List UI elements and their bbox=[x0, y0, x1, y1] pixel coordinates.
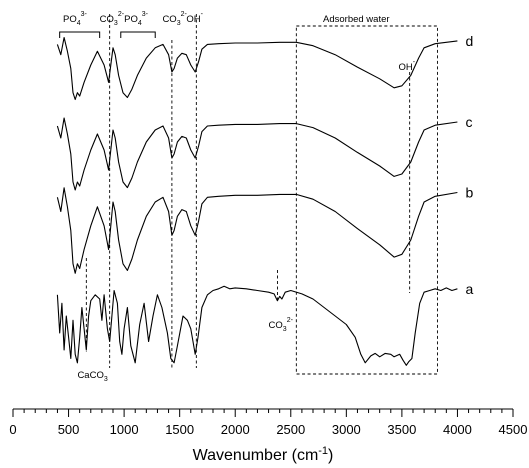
series-label-a: a bbox=[465, 281, 473, 297]
annotation-co3_mid: CO32- bbox=[162, 11, 187, 27]
annotation-co3_top: CO32- bbox=[100, 11, 125, 27]
x-tick-label: 500 bbox=[58, 422, 80, 437]
series-line-c bbox=[56, 117, 458, 191]
annotation-po4_right: PO43- bbox=[124, 11, 149, 27]
x-tick-label: 1500 bbox=[165, 422, 194, 437]
band-annotations: PO43- CO32- PO43- CO32- OH- Adsorbed waterOH-… bbox=[63, 11, 416, 383]
x-axis-ticks: 0 500 1000 1500 2000 2500 3000 3500 4000 4500 bbox=[9, 409, 527, 437]
x-tick-label: 0 bbox=[9, 422, 16, 437]
series-line-b bbox=[56, 187, 458, 274]
x-tick-label: 4500 bbox=[499, 422, 528, 437]
x-axis: 0 500 1000 1500 2000 2500 3000 3500 4000 4500 bbox=[9, 408, 527, 437]
po4-left-bracket bbox=[59, 31, 101, 38]
x-tick-label: 3000 bbox=[332, 422, 361, 437]
x-tick-label: 2000 bbox=[221, 422, 250, 437]
annotation-co3_low: CO32- bbox=[269, 317, 294, 333]
x-tick-label: 3500 bbox=[387, 422, 416, 437]
series-label-b: b bbox=[465, 185, 473, 201]
annotation-oh_right: OH- bbox=[399, 59, 416, 73]
series-label-d: d bbox=[465, 33, 473, 49]
x-tick-label: 1000 bbox=[110, 422, 139, 437]
series-line-d bbox=[56, 36, 458, 101]
annotation-adsorbed_water: Adsorbed water bbox=[323, 14, 390, 25]
annotation-caco3: CaCO3 bbox=[77, 370, 107, 383]
series-line-a bbox=[56, 285, 458, 366]
x-tick-label: 2500 bbox=[276, 422, 305, 437]
annotation-oh_top: OH- bbox=[186, 11, 203, 25]
x-tick-label: 4000 bbox=[443, 422, 472, 437]
reference-guides bbox=[59, 14, 438, 375]
series-label-c: c bbox=[465, 114, 472, 130]
spectra-series: d c b a bbox=[56, 33, 473, 366]
adsorbed-water-box bbox=[295, 25, 438, 375]
annotation-po4_left: PO43- bbox=[63, 11, 88, 27]
x-axis-label: Wavenumber (cm-1) bbox=[193, 445, 334, 464]
po4-right-bracket bbox=[120, 31, 156, 38]
